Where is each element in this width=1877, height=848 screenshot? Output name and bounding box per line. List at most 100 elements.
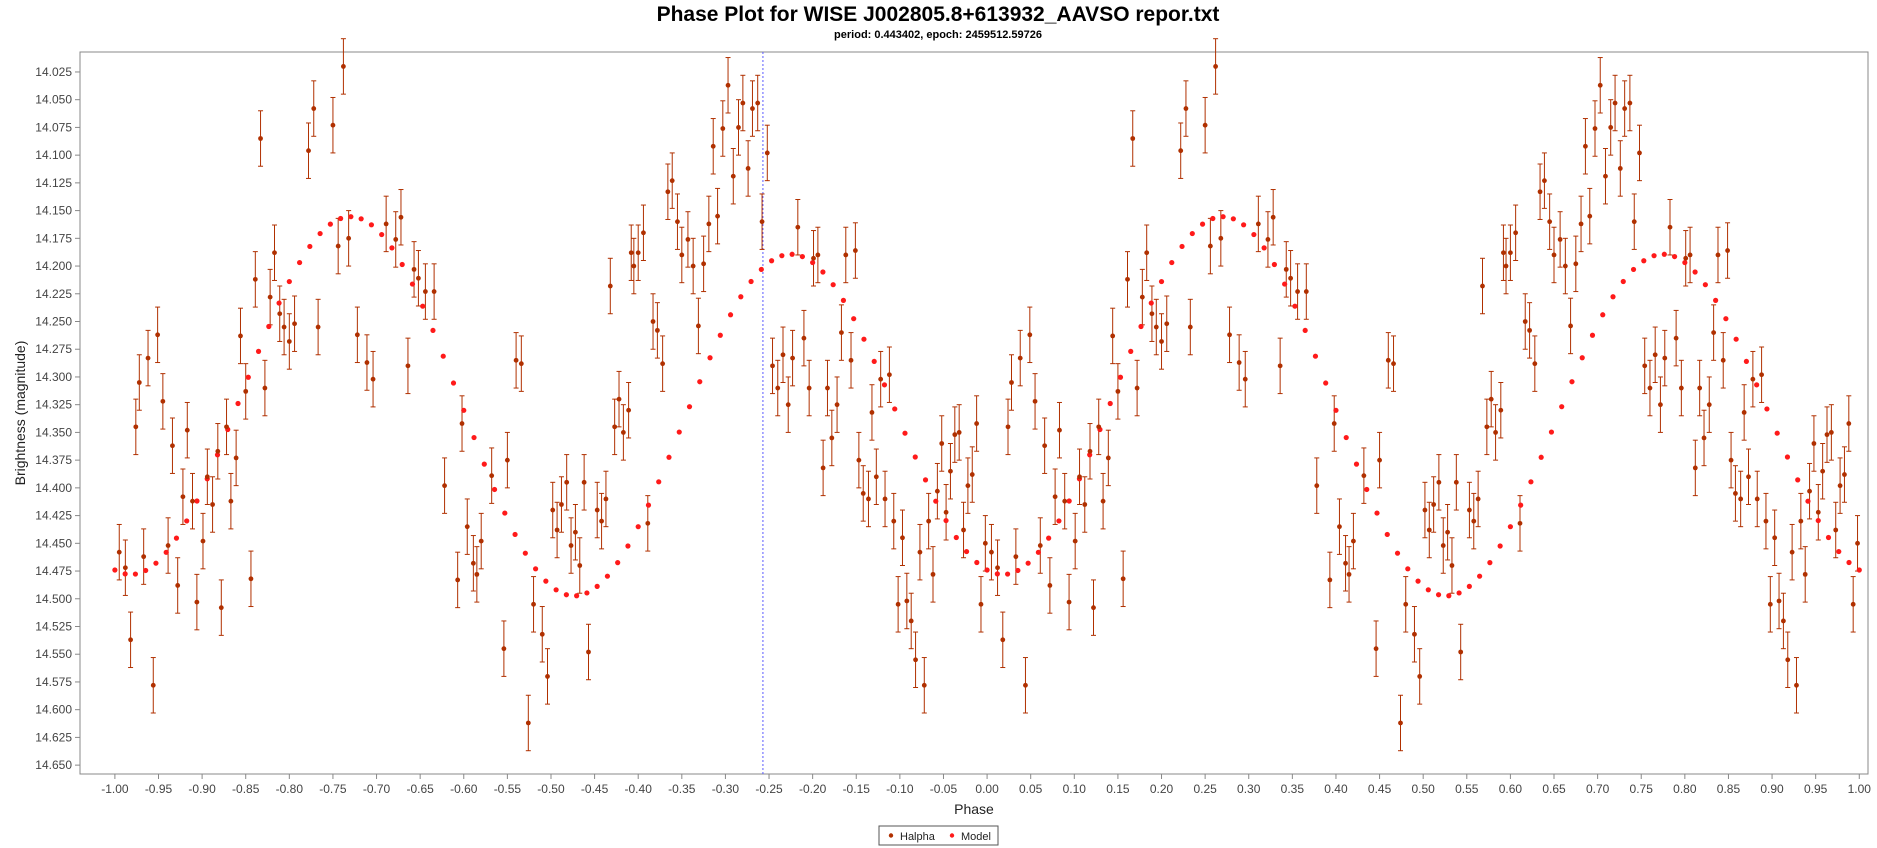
model-point-112: [1261, 245, 1267, 251]
x-tick-label-11: -0.45: [581, 782, 609, 796]
halpha-point-200: [685, 237, 691, 242]
halpha-point-90: [364, 360, 370, 365]
model-point-4: [153, 560, 159, 566]
halpha-point-93: [1242, 376, 1248, 382]
halpha-series: [116, 64, 1860, 726]
halpha-point-154: [577, 563, 583, 568]
halpha-point-291: [1772, 535, 1778, 541]
halpha-point-55: [1120, 576, 1126, 582]
halpha-point-246: [801, 335, 807, 341]
halpha-point-279: [1746, 474, 1751, 480]
model-point-45: [574, 593, 580, 599]
model-point-68: [810, 259, 816, 266]
x-tick-label-25: 0.25: [1193, 782, 1217, 796]
model-point-2: [132, 571, 139, 577]
halpha-point-79: [1187, 324, 1193, 330]
halpha-point-187: [1522, 319, 1528, 324]
model-point-32: [440, 353, 446, 359]
halpha-point-78: [315, 324, 321, 330]
halpha-point-84: [341, 64, 346, 69]
model-point-41: [532, 566, 539, 572]
halpha-point-146: [559, 502, 564, 507]
halpha-point-127: [1373, 646, 1379, 652]
model-point-138: [1528, 479, 1534, 485]
model-point-144: [1589, 332, 1596, 338]
halpha-point-258: [829, 435, 835, 441]
halpha-point-327: [1850, 601, 1856, 607]
halpha-point-194: [669, 178, 675, 184]
halpha-point-326: [978, 601, 984, 607]
halpha-point-269: [1725, 248, 1730, 253]
x-tick-label-12: -0.40: [625, 782, 653, 796]
halpha-point-290: [900, 535, 905, 541]
halpha-point-282: [882, 496, 888, 502]
halpha-point-293: [1776, 598, 1782, 604]
model-point-88: [1015, 567, 1021, 574]
model-point-104: [1179, 243, 1185, 250]
model-point-131: [1456, 590, 1462, 596]
model-point-12: [235, 400, 241, 407]
halpha-point-241: [1658, 402, 1663, 408]
model-point-18: [296, 259, 303, 266]
halpha-point-264: [843, 252, 849, 258]
halpha-point-244: [795, 224, 801, 230]
model-point-64: [768, 258, 775, 264]
model-point-165: [1805, 498, 1811, 504]
halpha-point-40: [215, 448, 221, 454]
x-tick-label-32: 0.60: [1499, 782, 1523, 796]
model-point-168: [1836, 548, 1842, 555]
x-tick-label-35: 0.75: [1630, 782, 1654, 796]
halpha-point-260: [834, 402, 840, 408]
y-tick-label-21: 14.550: [35, 647, 72, 661]
model-point-124: [1384, 531, 1390, 538]
halpha-point-234: [770, 363, 775, 369]
halpha-point-313: [1820, 468, 1826, 474]
halpha-point-68: [281, 324, 287, 330]
model-point-13: [245, 374, 251, 380]
model-point-102: [1158, 278, 1165, 285]
halpha-point-157: [1453, 479, 1459, 485]
model-point-119: [1333, 407, 1339, 413]
model-point-75: [881, 382, 888, 388]
halpha-point-228: [755, 100, 761, 106]
halpha-point-162: [599, 518, 604, 524]
model-point-148: [1630, 266, 1637, 273]
model-point-92: [1056, 518, 1062, 524]
halpha-point-217: [1597, 82, 1603, 88]
plot-area: [79, 51, 1869, 775]
x-tick-label-24: 0.20: [1150, 782, 1174, 796]
model-point-25: [368, 222, 375, 228]
halpha-point-286: [891, 518, 897, 524]
halpha-point-182: [641, 230, 646, 236]
halpha-point-236: [775, 385, 781, 391]
halpha-point-51: [1110, 333, 1116, 339]
model-point-40: [522, 550, 528, 556]
halpha-point-302: [926, 518, 932, 524]
halpha-point-164: [603, 496, 609, 502]
halpha-point-298: [917, 549, 923, 555]
halpha-point-212: [715, 213, 720, 219]
model-point-80: [933, 498, 939, 504]
halpha-point-61: [1134, 385, 1140, 391]
halpha-point-262: [839, 330, 844, 335]
y-tick-label-9: 14.250: [35, 315, 72, 329]
halpha-point-92: [370, 376, 376, 382]
model-point-114: [1282, 281, 1288, 287]
model-point-159: [1743, 358, 1750, 365]
halpha-point-268: [852, 248, 858, 253]
halpha-point-220: [736, 125, 741, 130]
halpha-point-185: [1517, 520, 1523, 526]
model-point-118: [1323, 380, 1329, 386]
model-point-136: [1507, 524, 1513, 530]
halpha-point-43: [1091, 605, 1096, 611]
y-tick-label-10: 14.275: [35, 342, 72, 356]
halpha-point-85: [1213, 64, 1218, 69]
model-point-14: [255, 348, 262, 354]
halpha-point-263: [1711, 330, 1717, 335]
halpha-point-118: [470, 560, 476, 566]
halpha-point-257: [1697, 385, 1703, 391]
halpha-point-312: [948, 468, 953, 474]
halpha-point-163: [1471, 518, 1477, 524]
halpha-point-106: [422, 289, 428, 294]
